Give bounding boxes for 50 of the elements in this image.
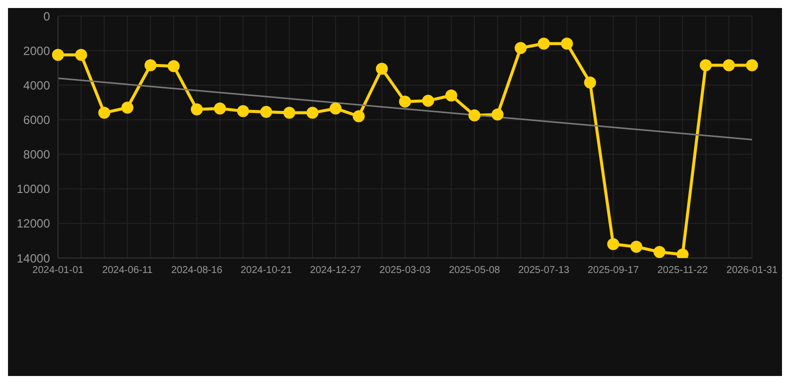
point	[52, 48, 64, 61]
x-tick-label: 2026-01-31	[726, 265, 778, 276]
y-tick-label: 6000	[23, 112, 50, 127]
x-tick-label: 2024-01-01	[32, 265, 84, 276]
point	[214, 102, 226, 114]
point	[560, 38, 573, 50]
x-tick-label: 2024-12-27	[310, 265, 362, 276]
point	[190, 103, 203, 116]
point	[468, 109, 480, 122]
point	[399, 96, 411, 108]
point	[352, 110, 365, 122]
point	[700, 59, 712, 72]
point	[607, 238, 620, 250]
point	[722, 59, 735, 72]
point	[653, 246, 666, 258]
y-tick-label: 10000	[16, 182, 50, 196]
point	[445, 90, 458, 102]
x-tick-label: 2025-11-22	[657, 265, 708, 276]
y-tick-label: 2000	[23, 44, 50, 58]
point	[330, 102, 342, 114]
point	[168, 60, 180, 72]
point	[584, 76, 596, 89]
point	[676, 248, 689, 258]
x-tick-label: 2025-03-03	[379, 265, 432, 276]
point	[237, 105, 250, 118]
y-tick-label: 4000	[23, 78, 50, 92]
point	[260, 106, 272, 118]
x-tick-label: 2024-08-16	[171, 265, 223, 276]
point	[376, 62, 388, 75]
x-tick-label: 2024-06-11	[102, 265, 154, 276]
point	[630, 240, 642, 253]
x-tick-label: 2025-07-13	[518, 265, 570, 276]
point	[538, 38, 550, 50]
y-tick-label: 8000	[23, 148, 50, 162]
point	[144, 59, 157, 72]
point	[746, 59, 758, 72]
point	[422, 94, 434, 107]
x-tick-label: 2024-10-21	[240, 265, 292, 276]
point	[306, 106, 318, 119]
point	[283, 106, 296, 119]
point	[98, 106, 110, 119]
point	[121, 102, 134, 114]
y-tick-label: 0	[43, 9, 50, 24]
x-tick-label: 2025-05-08	[448, 265, 500, 276]
point	[75, 48, 88, 61]
y-tick-label: 12000	[16, 216, 50, 231]
x-tick-label: 2025-09-17	[588, 265, 640, 276]
y-tick-label: 14000	[16, 251, 50, 266]
point	[492, 108, 504, 121]
point	[514, 42, 527, 54]
